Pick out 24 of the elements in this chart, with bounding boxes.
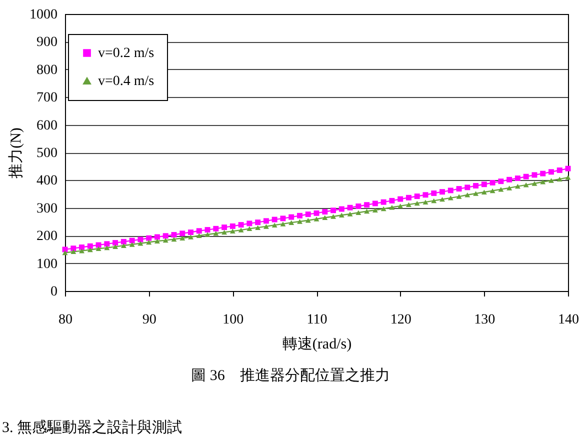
x-tick-label: 90 bbox=[142, 312, 156, 328]
legend-label: v=0.2 m/s bbox=[98, 46, 154, 61]
y-tick-label: 200 bbox=[36, 229, 58, 244]
y-tick-label: 300 bbox=[36, 201, 58, 216]
y-tick-label: 700 bbox=[36, 90, 58, 106]
y-tick-label: 600 bbox=[36, 118, 58, 134]
x-tick-label: 130 bbox=[474, 312, 496, 328]
x-tick-label: 110 bbox=[306, 312, 328, 328]
x-axis-title: 轉速(rad/s) bbox=[282, 336, 352, 352]
y-tick-label: 400 bbox=[36, 174, 58, 189]
y-tick-label: 0 bbox=[50, 284, 58, 300]
y-tick-label: 900 bbox=[36, 35, 58, 50]
x-tick-label: 140 bbox=[558, 312, 579, 328]
text: 3. 無感驅動器之設計與測試 bbox=[2, 418, 182, 437]
y-tick-label: 800 bbox=[36, 62, 58, 78]
caption: 圖 36 推進器分配位置之推力 bbox=[190, 366, 391, 385]
x-tick-label: 100 bbox=[222, 312, 244, 328]
y-tick-label: 1000 bbox=[30, 8, 58, 22]
y-tick-label: 100 bbox=[36, 256, 58, 272]
y-tick-label: 500 bbox=[36, 146, 58, 161]
x-tick-label: 120 bbox=[390, 312, 412, 328]
legend-label: v=0.4 m/s bbox=[98, 74, 154, 89]
y-axis-title: 推力(N) bbox=[8, 128, 24, 178]
x-tick-label: 80 bbox=[58, 312, 72, 328]
